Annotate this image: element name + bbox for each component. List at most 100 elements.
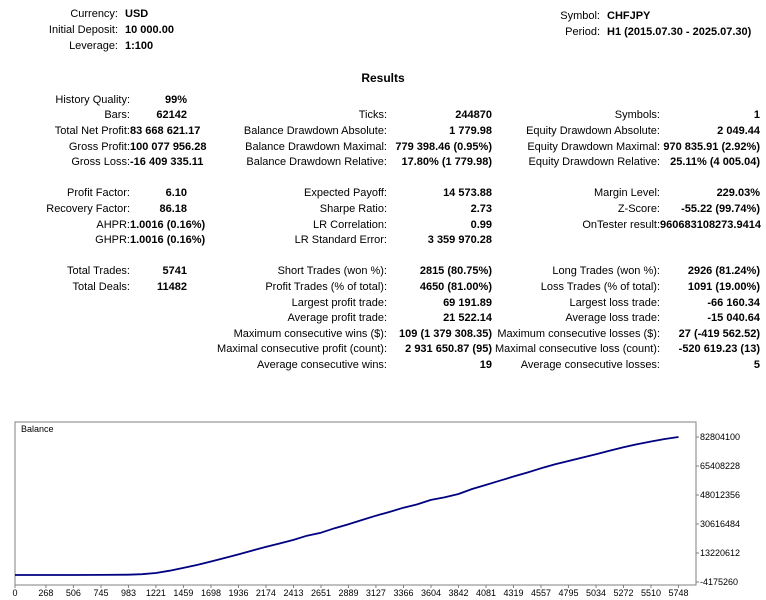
total-net-profit-label: Total Net Profit: [54,124,130,137]
symbols-label: Symbols: [614,109,660,122]
recovery-factor-value: 86.18 [159,202,187,215]
ahpr-value: 1.0016 (0.16%) [130,218,206,231]
symbol-value: CHFJPY [607,10,651,22]
leverage-row: Leverage: 1:100 [0,38,174,54]
total-deals-value: 11482 [157,280,187,293]
balance-drawdown-maximal-value: 779 398.46 (0.95%) [395,140,492,153]
balance-drawdown-relative-value: 17.80% (1 779.98) [401,156,492,169]
stats-grid: History Quality: 99% Bars: 62142 Ticks: 24487… [0,92,766,373]
currency-label: Currency: [70,8,118,20]
x-axis-tick-label: 3604 [421,588,441,598]
ticks-value: 244870 [455,109,492,122]
leverage-value: 1:100 [125,40,154,52]
gross-profit-value: 100 077 956.28 [130,140,207,153]
ahpr-label: AHPR: [96,218,130,231]
x-axis-tick-label: 268 [38,588,53,598]
long-trades-won-value: 2926 (81.24%) [687,265,760,278]
symbol-label: Symbol: [560,10,600,22]
x-axis-tick-label: 1221 [146,588,166,598]
maximum-consecutive-wins-value: 109 (1 379 308.35) [399,327,492,340]
equity-drawdown-relative-value: 25.11% (4 005.04) [670,156,760,169]
chart-title-label: Balance [21,424,54,434]
gross-loss-value: -16 409 335.11 [130,156,204,169]
expected-payoff-label: Expected Payoff: [304,187,387,200]
largest-profit-trade-label: Largest profit trade: [291,296,387,309]
long-trades-won-label: Long Trades (won %): [552,265,660,278]
margin-level-label: Margin Level: [593,187,660,200]
total-deals-label: Total Deals: [72,280,130,293]
initial-deposit-row: Initial Deposit: 10 000.00 [0,22,174,38]
history-quality-value: 99% [164,93,187,106]
period-label: Period: [565,26,600,38]
ontester-result-label: OnTester result: [582,218,660,231]
x-axis-tick-label: 5272 [613,588,633,598]
lr-standard-error-label: LR Standard Error: [294,234,387,247]
loss-trades-of-total-label: Loss Trades (% of total): [540,280,660,293]
equity-drawdown-absolute-label: Equity Drawdown Absolute: [526,124,660,137]
balance-drawdown-absolute-label: Balance Drawdown Absolute: [243,124,387,137]
gross-profit-label: Gross Profit: [68,140,130,153]
largest-profit-trade-value: 69 191.89 [443,296,492,309]
lr-standard-error-value: 3 359 970.28 [427,234,492,247]
profit-trades-of-total-label: Profit Trades (% of total): [265,280,387,293]
symbol-info-block: Symbol: CHFJPY Period: H1 (2015.07.30 - 202… [520,8,751,40]
average-consecutive-losses-value: 5 [753,358,760,371]
maximal-consecutive-profit-count-value: 2 931 650.87 (95) [405,343,492,356]
average-profit-trade-value: 21 522.14 [443,312,492,325]
symbol-row: Symbol: CHFJPY [520,8,751,24]
balance-chart: 0 268 506 745 983 1221 1459 1698 1936 2174 2413 265… [0,420,766,600]
x-axis-tick-label: 5034 [586,588,606,598]
y-axis-tick-label: 13220612 [700,548,740,558]
sharpe-ratio-label: Sharpe Ratio: [319,202,387,215]
ghpr-value: 1.0016 (0.16%) [130,234,206,247]
period-value: H1 (2015.07.30 - 2025.07.30) [607,26,752,38]
x-axis-tick-label: 1459 [173,588,193,598]
leverage-label: Leverage: [69,40,118,52]
total-net-profit-value: 83 668 621.17 [130,124,201,137]
x-axis-tick-label: 4557 [531,588,551,598]
x-axis-tick-label: 2174 [256,588,276,598]
x-axis-tick-label: 506 [66,588,81,598]
z-score-label: Z-Score: [617,202,660,215]
profit-factor-label: Profit Factor: [67,187,130,200]
bars-label: Bars: [104,109,130,122]
maximum-consecutive-losses-value: 27 (-419 562.52) [678,327,760,340]
balance-drawdown-relative-label: Balance Drawdown Relative: [246,156,387,169]
x-axis-tick-label: 2413 [284,588,304,598]
period-row: Period: H1 (2015.07.30 - 2025.07.30) [520,24,751,40]
largest-loss-trade-value: -66 160.34 [707,296,760,309]
x-axis-tick-label: 4319 [503,588,523,598]
balance-drawdown-absolute-value: 1 779.98 [449,124,492,137]
x-axis-tick-label: 4081 [476,588,496,598]
bars-value: 62142 [156,109,187,122]
currency-value: USD [125,8,149,20]
average-consecutive-losses-label: Average consecutive losses: [520,358,660,371]
lr-correlation-value: 0.99 [470,218,492,231]
lr-correlation-label: LR Correlation: [313,218,387,231]
average-profit-trade-label: Average profit trade: [287,312,387,325]
sharpe-ratio-value: 2.73 [470,202,492,215]
x-axis-tick-label: 3842 [448,588,468,598]
recovery-factor-label: Recovery Factor: [46,202,130,215]
ticks-label: Ticks: [358,109,387,122]
total-trades-value: 5741 [162,265,187,278]
maximum-consecutive-losses-label: Maximum consecutive losses ($): [497,327,660,340]
profit-trades-of-total-value: 4650 (81.00%) [419,280,492,293]
y-axis-tick-label: 48012356 [700,490,740,500]
short-trades-won-label: Short Trades (won %): [277,265,387,278]
x-axis-tick-label: 745 [93,588,108,598]
margin-level-value: 229.03% [716,187,760,200]
initial-deposit-label: Initial Deposit: [48,24,118,36]
maximum-consecutive-wins-label: Maximum consecutive wins ($): [233,327,387,340]
balance-drawdown-maximal-label: Balance Drawdown Maximal: [245,140,387,153]
ghpr-label: GHPR: [95,234,130,247]
largest-loss-trade-label: Largest loss trade: [569,296,661,309]
x-axis-tick-label: 5510 [641,588,661,598]
z-score-value: -55.22 (99.74%) [681,202,760,215]
x-axis-tick-label: 3127 [366,588,386,598]
y-axis-tick-label: 65408228 [700,461,740,471]
x-axis-tick-label: 1698 [201,588,221,598]
x-axis-tick-label: 2651 [311,588,331,598]
account-info-block: Currency: USD Initial Deposit: 10 000.00 Lev… [0,6,174,54]
